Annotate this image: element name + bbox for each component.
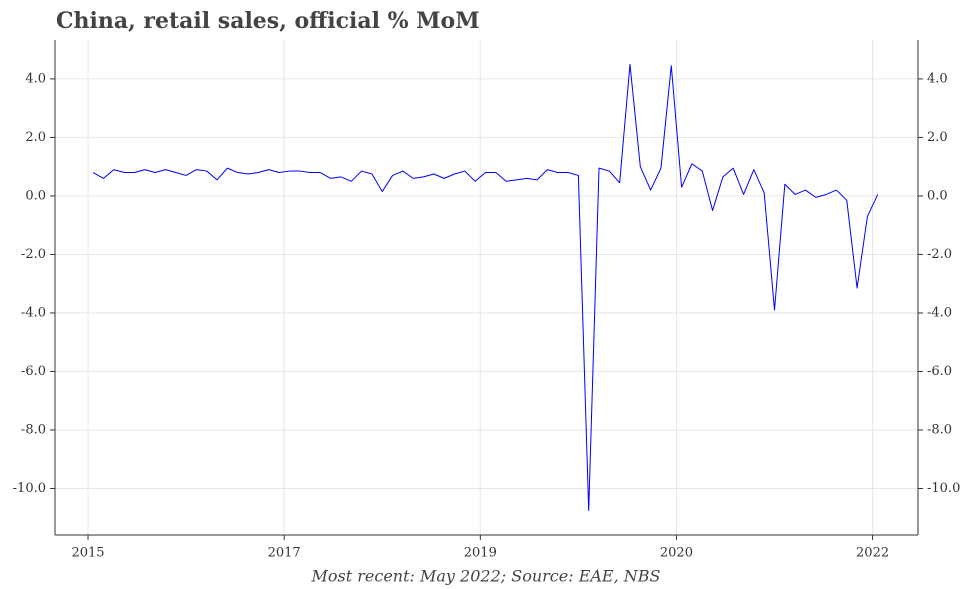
y2-tick-label: 2.0 xyxy=(927,130,948,145)
y-tick-label: -4.0 xyxy=(21,305,46,320)
y-tick-label: -6.0 xyxy=(21,364,46,379)
y2-tick-label: 4.0 xyxy=(927,71,948,86)
y-tick-label: 4.0 xyxy=(25,71,46,86)
chart-title: China, retail sales, official % MoM xyxy=(56,8,480,34)
data-line xyxy=(92,63,879,511)
y-tick-label: 0.0 xyxy=(25,188,46,203)
y2-tick-label: -4.0 xyxy=(927,305,952,320)
x-tick-label: 2015 xyxy=(71,546,104,561)
y-tick-label: -8.0 xyxy=(21,422,46,437)
x-tick-label: 2017 xyxy=(268,546,301,561)
y2-tick-label: -6.0 xyxy=(927,364,952,379)
y2-tick-label: -2.0 xyxy=(927,247,952,262)
y2-tick-label: 0.0 xyxy=(927,188,948,203)
y-tick-label: -2.0 xyxy=(21,247,46,262)
x-tick-label: 2019 xyxy=(464,546,497,561)
x-tick-label: 2020 xyxy=(660,546,693,561)
y-tick-label: 2.0 xyxy=(25,130,46,145)
y2-tick-label: -8.0 xyxy=(927,422,952,437)
y-tick-label: -10.0 xyxy=(13,481,46,496)
y2-tick-label: -10.0 xyxy=(927,481,960,496)
caption: Most recent: May 2022; Source: EAE, NBS xyxy=(311,567,661,586)
x-tick-label: 2022 xyxy=(856,546,889,561)
